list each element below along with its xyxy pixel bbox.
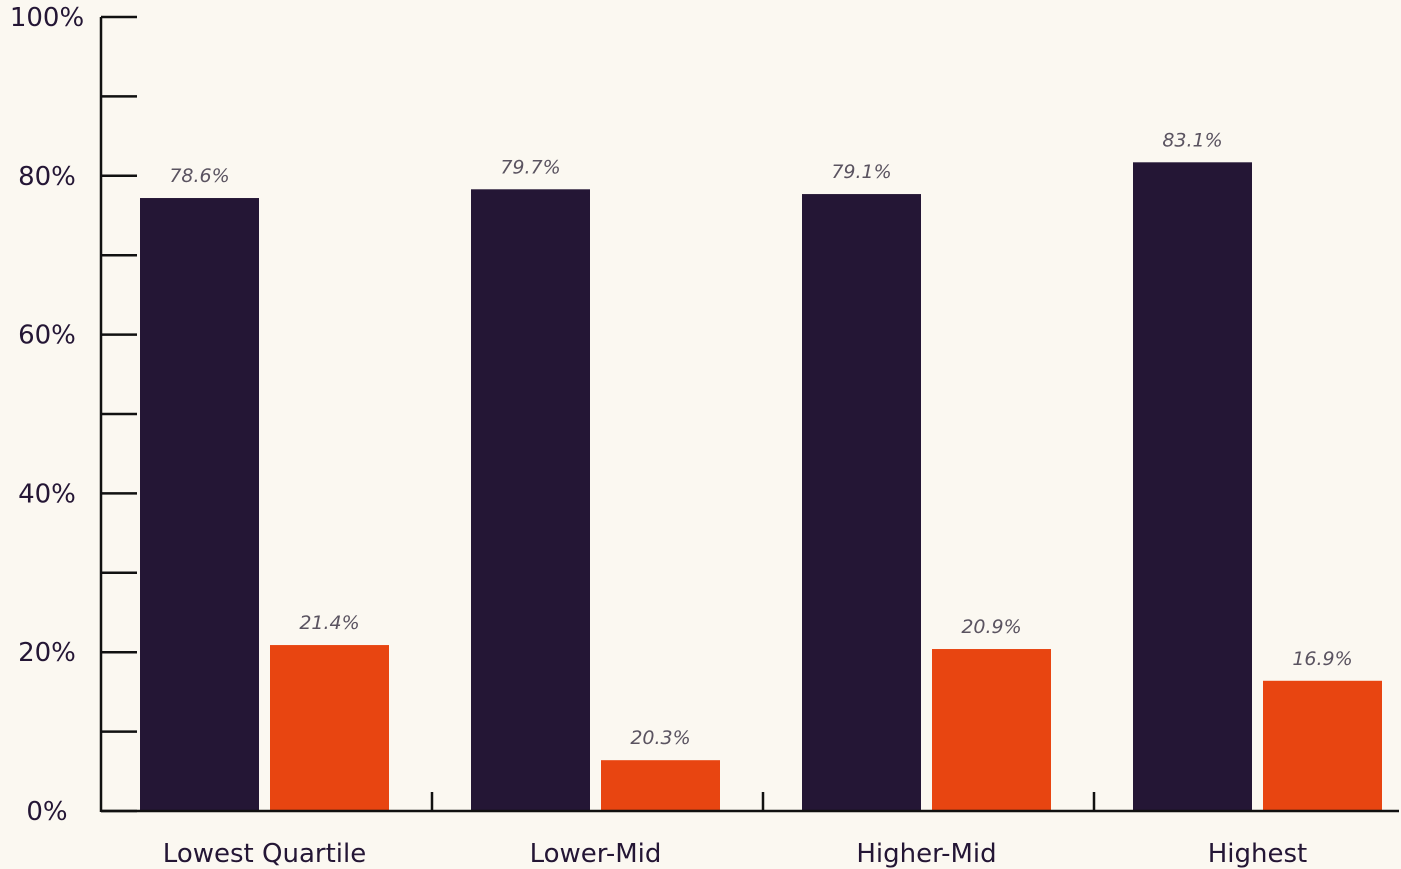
data-label: 79.1% — [831, 161, 891, 183]
axes-layer — [99, 15, 1399, 813]
y-tick-label: 20% — [18, 638, 76, 668]
bar — [1263, 680, 1382, 811]
data-label: 83.1% — [1162, 129, 1222, 151]
data-label: 21.4% — [299, 612, 359, 634]
data-label: 79.7% — [500, 156, 560, 178]
bar — [270, 645, 389, 811]
data-label: 16.9% — [1292, 648, 1352, 670]
y-tick-label: 100% — [10, 3, 84, 33]
data-label: 20.3% — [630, 727, 690, 749]
labels-layer: 78.6% 21.4% Lowest Quartile 79.7% 20.3% Lower… — [10, 3, 1353, 869]
bar — [802, 194, 921, 811]
y-tick-label: 60% — [18, 321, 76, 351]
y-tick-label: 80% — [18, 162, 76, 192]
x-tick-label: Higher-Mid — [856, 839, 996, 869]
bars-layer — [140, 162, 1382, 812]
bar — [932, 649, 1051, 811]
x-tick-label: Highest — [1208, 839, 1308, 869]
y-tick-label: 0% — [26, 797, 67, 827]
bar — [601, 760, 720, 811]
y-tick-label: 40% — [18, 479, 76, 509]
data-label: 78.6% — [169, 165, 229, 187]
bar — [140, 198, 259, 812]
bar — [471, 189, 590, 812]
x-tick-label: Lowest Quartile — [163, 839, 366, 869]
data-label: 20.9% — [961, 616, 1021, 638]
bar — [1133, 162, 1252, 811]
x-tick-label: Lower-Mid — [530, 839, 662, 869]
